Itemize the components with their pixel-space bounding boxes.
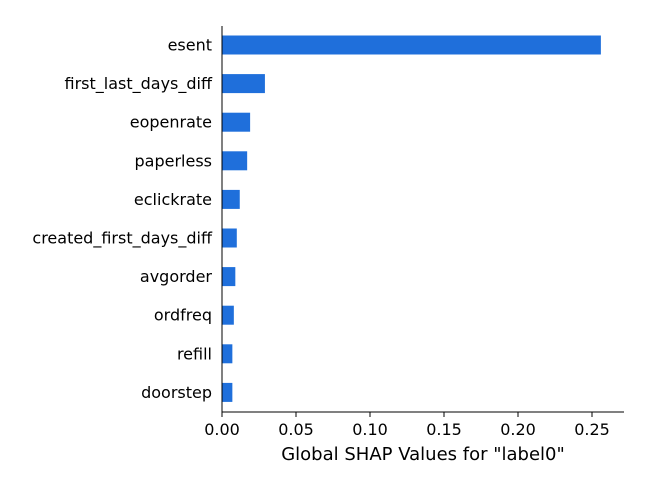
x-tick-label: 0.25 bbox=[574, 420, 610, 439]
category-labels-layer: esent first_last_days_diff eopenrate paperl… bbox=[32, 36, 213, 402]
bar-eclickrate bbox=[222, 189, 240, 209]
bar-ordfreq bbox=[222, 305, 234, 325]
x-tick-label: 0.10 bbox=[352, 420, 388, 439]
bar-refill bbox=[222, 344, 233, 364]
bar-avgorder bbox=[222, 267, 236, 287]
bar-paperless bbox=[222, 151, 248, 171]
bar-first-last-days-diff bbox=[222, 74, 265, 94]
category-label-avgorder: avgorder bbox=[140, 267, 213, 286]
bar-created-first-days-diff bbox=[222, 228, 237, 248]
bars-layer bbox=[222, 35, 601, 402]
category-label-created-first-days-diff: created_first_days_diff bbox=[32, 229, 213, 249]
bar-esent bbox=[222, 35, 601, 55]
category-label-doorstep: doorstep bbox=[141, 383, 212, 402]
axis-layer bbox=[221, 26, 624, 413]
category-label-first-last-days-diff: first_last_days_diff bbox=[64, 74, 212, 94]
x-tick-label: 0.20 bbox=[500, 420, 536, 439]
x-tick-label: 0.15 bbox=[426, 420, 462, 439]
bar-eopenrate bbox=[222, 112, 251, 132]
category-label-refill: refill bbox=[177, 344, 212, 363]
category-label-ordfreq: ordfreq bbox=[154, 306, 212, 325]
category-label-eopenrate: eopenrate bbox=[130, 113, 212, 132]
x-ticks-layer: 0.00 0.05 0.10 0.15 0.20 0.25 bbox=[204, 412, 610, 439]
category-label-eclickrate: eclickrate bbox=[134, 190, 212, 209]
category-label-esent: esent bbox=[168, 36, 212, 55]
x-axis-title: Global SHAP Values for "label0" bbox=[281, 444, 565, 465]
bar-doorstep bbox=[222, 382, 233, 402]
x-tick-label: 0.00 bbox=[204, 420, 240, 439]
x-tick-label: 0.05 bbox=[278, 420, 314, 439]
category-label-paperless: paperless bbox=[135, 151, 213, 170]
